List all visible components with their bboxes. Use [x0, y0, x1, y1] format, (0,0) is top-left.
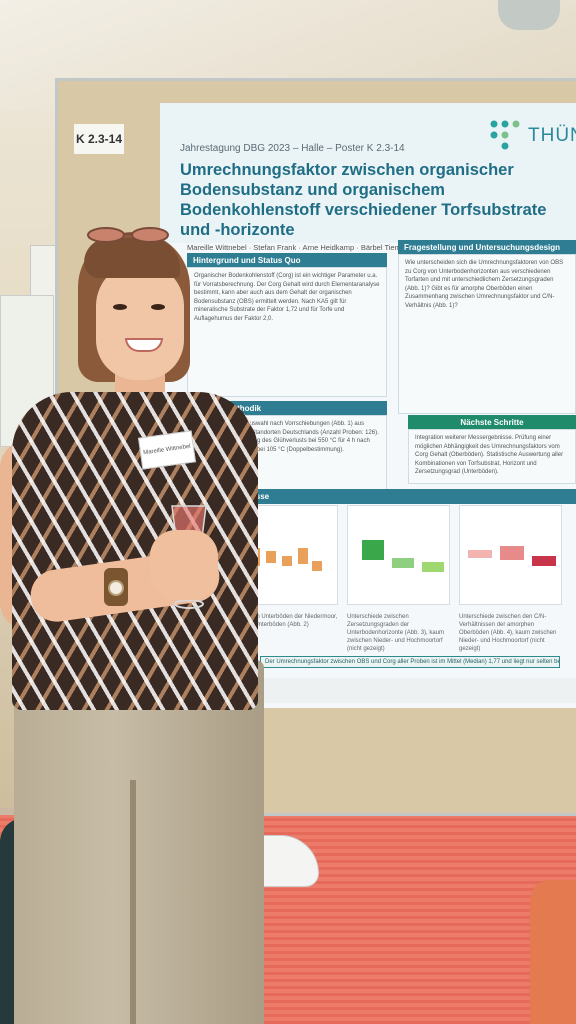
- section-heading-next-steps: Nächste Schritte: [408, 415, 576, 430]
- person-hand: [150, 530, 218, 600]
- poster-authors: Mareille Wittnebel · Stefan Frank · Arne…: [187, 243, 416, 252]
- ceiling-lamp: [498, 0, 560, 30]
- box-mark: [282, 556, 292, 566]
- sunglasses-icon: [87, 227, 169, 243]
- section-heading-question: Fragestellung und Untersuchungsdesign: [398, 240, 576, 255]
- box-mark: [500, 546, 524, 560]
- watch-icon: [108, 580, 124, 596]
- boxplot-chart-2: [347, 505, 450, 605]
- conclusion-box: Der Umrechnungsfaktor zwischen OBS und C…: [260, 656, 560, 668]
- section-text-question: Wie unterscheiden sich die Umrechnungsfa…: [398, 254, 576, 414]
- poster-title: Umrechnungsfaktor zwischen organischer B…: [180, 161, 547, 239]
- patterned-shirt: [12, 392, 258, 710]
- figure-caption-2: Unterschiede zwischen Zersetzungsgraden …: [347, 614, 445, 652]
- box-mark: [468, 550, 492, 558]
- person-trousers: [14, 660, 264, 1024]
- board-number-tag: K 2.3-14: [74, 124, 124, 154]
- person-face: [96, 262, 184, 380]
- conference-line: Jahrestagung DBG 2023 – Halle – Poster K…: [180, 143, 405, 154]
- institute-logo-text: THÜN: [528, 125, 576, 146]
- eyes-icon: [113, 304, 165, 310]
- section-heading-background: Hintergrund und Status Quo: [187, 253, 387, 268]
- trouser-leg-gap: [130, 780, 136, 1024]
- box-mark: [298, 548, 308, 564]
- orange-bag: [530, 880, 576, 1024]
- box-mark: [312, 561, 322, 571]
- box-mark: [266, 551, 276, 563]
- section-text-next-steps: Integration weiterer Messergebnisse. Prü…: [408, 429, 576, 484]
- section-heading-results: Ergebnisse: [220, 489, 576, 504]
- section-heading-method: Methodik: [220, 401, 387, 416]
- hair-fringe: [84, 238, 180, 278]
- box-mark: [532, 556, 556, 566]
- section-text-method: Probenauswahl nach Vorrschiebungen (Abb.…: [220, 415, 387, 495]
- poster-footer: [260, 678, 576, 703]
- section-text-background: Organischer Bodenkohlenstoff (Corg) ist …: [187, 267, 387, 397]
- results-charts: [235, 505, 576, 605]
- box-mark: [422, 562, 444, 572]
- figure-caption-1: zwischen Unterböden der Niedermoor, jedo…: [235, 614, 338, 628]
- box-mark: [362, 540, 384, 560]
- box-mark: [392, 558, 414, 568]
- figure-caption-3: Unterschiede zwischen den C/N-Verhältnis…: [459, 614, 557, 652]
- institute-logo-icon: [490, 120, 520, 150]
- boxplot-chart-3: [459, 505, 562, 605]
